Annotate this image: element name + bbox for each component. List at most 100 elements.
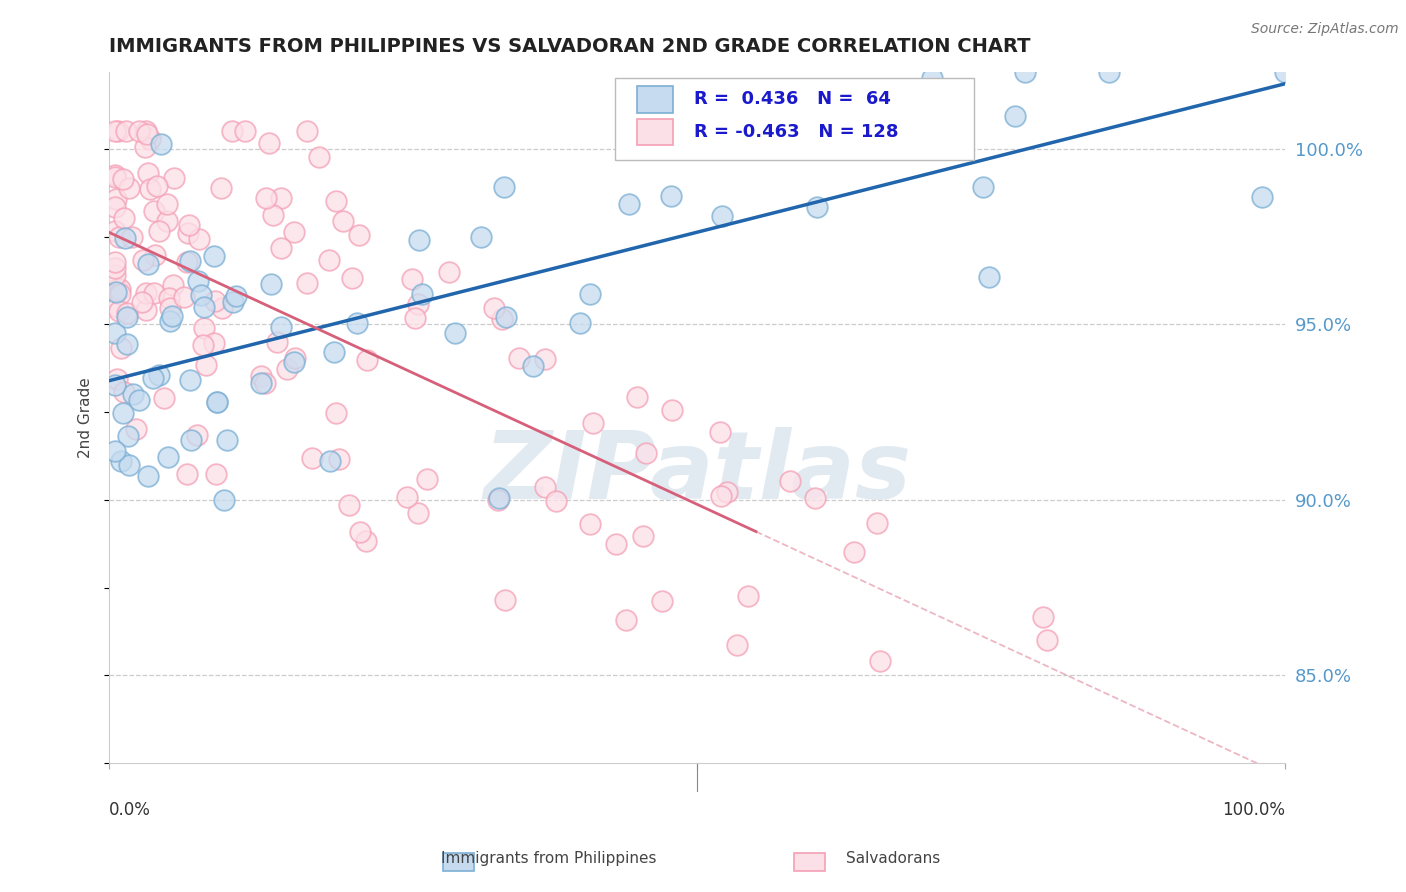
Point [139, 182, 162, 196]
Point [115, 310, 138, 324]
Point [617, 197, 640, 211]
Point [110, 286, 132, 301]
Text: R =  0.436   N =  64: R = 0.436 N = 64 [693, 90, 890, 109]
Text: Source: ZipAtlas.com: Source: ZipAtlas.com [1251, 22, 1399, 37]
Point [107, 124, 129, 138]
Point [190, 287, 212, 301]
Point [124, 422, 146, 436]
Point [222, 294, 245, 309]
Point [301, 450, 323, 465]
Point [254, 191, 277, 205]
Point [104, 260, 127, 275]
Point [534, 480, 557, 494]
Point [110, 342, 132, 356]
Point [582, 416, 605, 430]
Point [492, 179, 515, 194]
Text: 0.0%: 0.0% [110, 801, 150, 819]
Point [117, 337, 139, 351]
Point [202, 335, 225, 350]
Point [148, 224, 170, 238]
Point [121, 230, 143, 244]
Point [1098, 64, 1121, 78]
Point [318, 253, 340, 268]
Point [215, 433, 238, 447]
Point [176, 467, 198, 482]
Point [328, 451, 350, 466]
Point [179, 253, 201, 268]
Point [159, 291, 181, 305]
Point [135, 285, 157, 300]
Point [1274, 64, 1296, 78]
Point [484, 301, 506, 315]
Point [977, 270, 1000, 285]
Point [270, 191, 292, 205]
Point [710, 489, 733, 503]
Point [118, 180, 141, 194]
Point [149, 137, 172, 152]
Point [323, 344, 346, 359]
Point [105, 300, 128, 314]
Point [128, 392, 150, 407]
Point [134, 140, 156, 154]
Point [135, 302, 157, 317]
Point [284, 351, 307, 365]
Point [737, 589, 759, 603]
Point [104, 168, 127, 182]
Point [546, 494, 568, 508]
Point [340, 271, 363, 285]
Point [131, 294, 153, 309]
Point [631, 529, 654, 543]
Point [250, 376, 273, 390]
Point [325, 194, 347, 208]
Point [356, 352, 378, 367]
Point [804, 491, 827, 505]
Point [254, 376, 277, 391]
Point [179, 219, 201, 233]
Point [308, 151, 330, 165]
Point [404, 311, 426, 326]
Point [522, 359, 544, 373]
Point [159, 301, 181, 315]
Point [1004, 109, 1026, 123]
Point [202, 249, 225, 263]
Point [104, 326, 127, 341]
Point [104, 378, 127, 392]
Point [118, 458, 141, 472]
Y-axis label: 2nd Grade: 2nd Grade [79, 377, 93, 458]
Point [112, 385, 135, 400]
Point [205, 394, 228, 409]
Point [1036, 632, 1059, 647]
Point [250, 368, 273, 383]
Point [194, 358, 217, 372]
Point [104, 169, 127, 184]
Point [121, 387, 143, 401]
Point [1014, 64, 1036, 78]
Point [138, 257, 160, 271]
Point [162, 278, 184, 293]
Point [193, 300, 215, 314]
Point [111, 406, 134, 420]
Point [105, 193, 128, 207]
Point [634, 446, 657, 460]
Point [108, 282, 131, 296]
Point [135, 127, 157, 141]
Point [262, 208, 284, 222]
Point [337, 498, 360, 512]
Point [136, 166, 159, 180]
Point [579, 287, 602, 301]
Point [176, 254, 198, 268]
Point [132, 253, 155, 268]
Point [325, 406, 347, 420]
Point [866, 516, 889, 530]
Point [146, 178, 169, 193]
Point [470, 229, 492, 244]
Point [105, 372, 128, 386]
Point [396, 491, 419, 505]
Point [204, 293, 226, 308]
Point [444, 326, 467, 340]
Point [495, 310, 517, 324]
Point [276, 361, 298, 376]
Point [212, 493, 235, 508]
Point [437, 265, 460, 279]
Point [177, 226, 200, 240]
